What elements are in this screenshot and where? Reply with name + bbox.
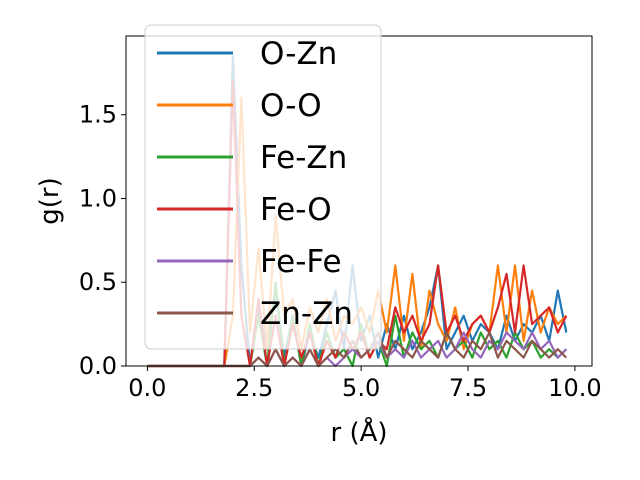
x-axis-label: r (Å): [330, 416, 387, 448]
legend-label: Zn-Zn: [260, 296, 353, 332]
x-axis-ticks: 0.0 2.5 5.0 7.5 10.0: [128, 366, 602, 402]
y-axis-label: g(r): [35, 177, 65, 224]
x-tick-label: 7.5: [449, 374, 487, 402]
legend-label: O-Zn: [260, 36, 337, 72]
legend-label: Fe-Fe: [260, 244, 342, 280]
x-tick-label: 2.5: [235, 374, 273, 402]
x-tick-label: 0.0: [128, 374, 166, 402]
y-tick-label: 1.0: [79, 184, 117, 212]
y-tick-label: 0.0: [79, 352, 117, 380]
x-tick-label: 5.0: [342, 374, 380, 402]
x-tick-label: 10.0: [548, 374, 601, 402]
legend-label: Fe-O: [260, 192, 332, 228]
y-tick-label: 0.5: [79, 268, 117, 296]
y-tick-label: 1.5: [79, 101, 117, 129]
legend-label: O-O: [260, 88, 322, 124]
legend: O-Zn O-O Fe-Zn Fe-O Fe-Fe Zn-Zn: [144, 24, 382, 350]
y-axis-ticks: 0.0 0.5 1.0 1.5: [79, 101, 126, 380]
legend-label: Fe-Zn: [260, 140, 347, 176]
